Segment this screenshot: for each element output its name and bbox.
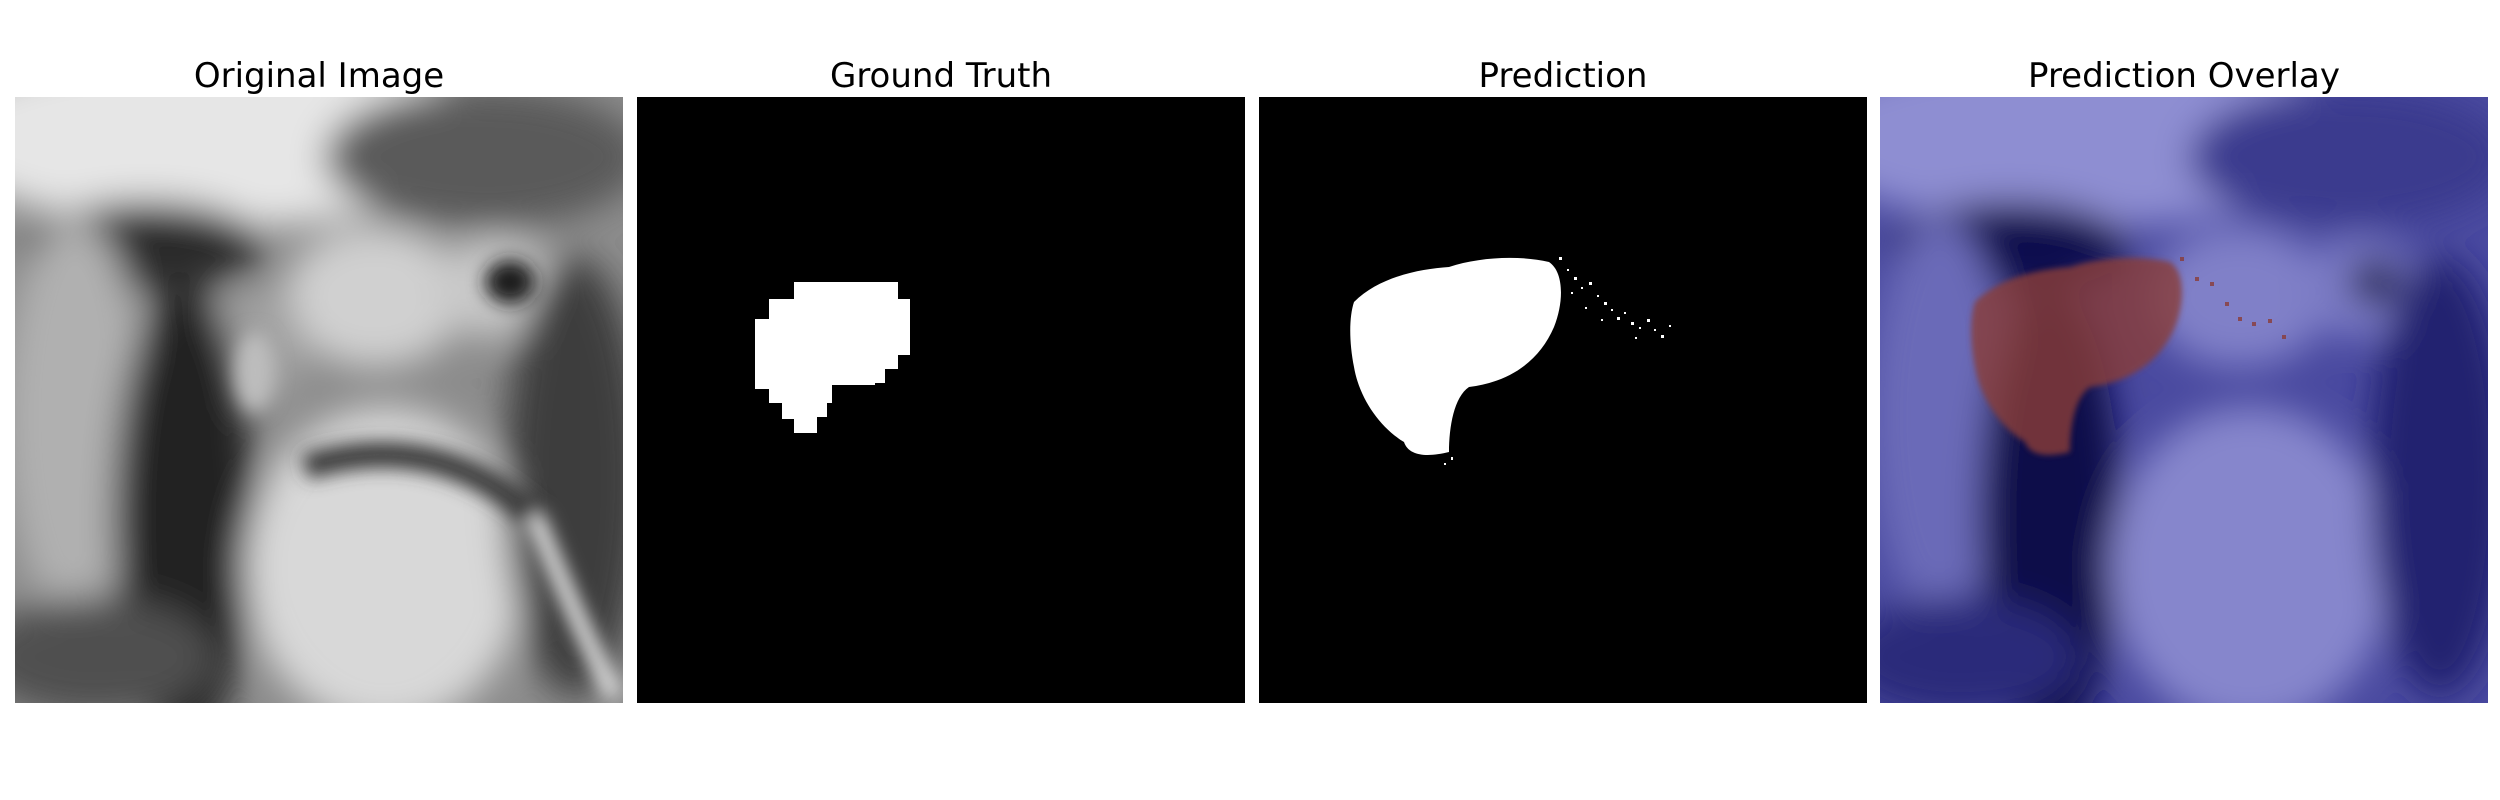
panel-title-prediction-overlay: Prediction Overlay <box>2028 56 2340 96</box>
ground-truth-panel <box>637 97 1245 703</box>
prediction-overlay-panel <box>1880 97 2488 703</box>
original-image-panel <box>15 97 623 703</box>
panel-title-prediction: Prediction <box>1478 56 1648 96</box>
panel-title-ground-truth: Ground Truth <box>829 56 1053 96</box>
overlay-heatmap-icon <box>1880 97 2488 703</box>
binary-mask-icon <box>637 97 1245 703</box>
prediction-panel <box>1259 97 1867 703</box>
panel-title-original-image: Original Image <box>193 56 445 96</box>
predicted-mask-icon <box>1259 97 1867 703</box>
mri-grayscale-slice-icon <box>15 97 623 703</box>
